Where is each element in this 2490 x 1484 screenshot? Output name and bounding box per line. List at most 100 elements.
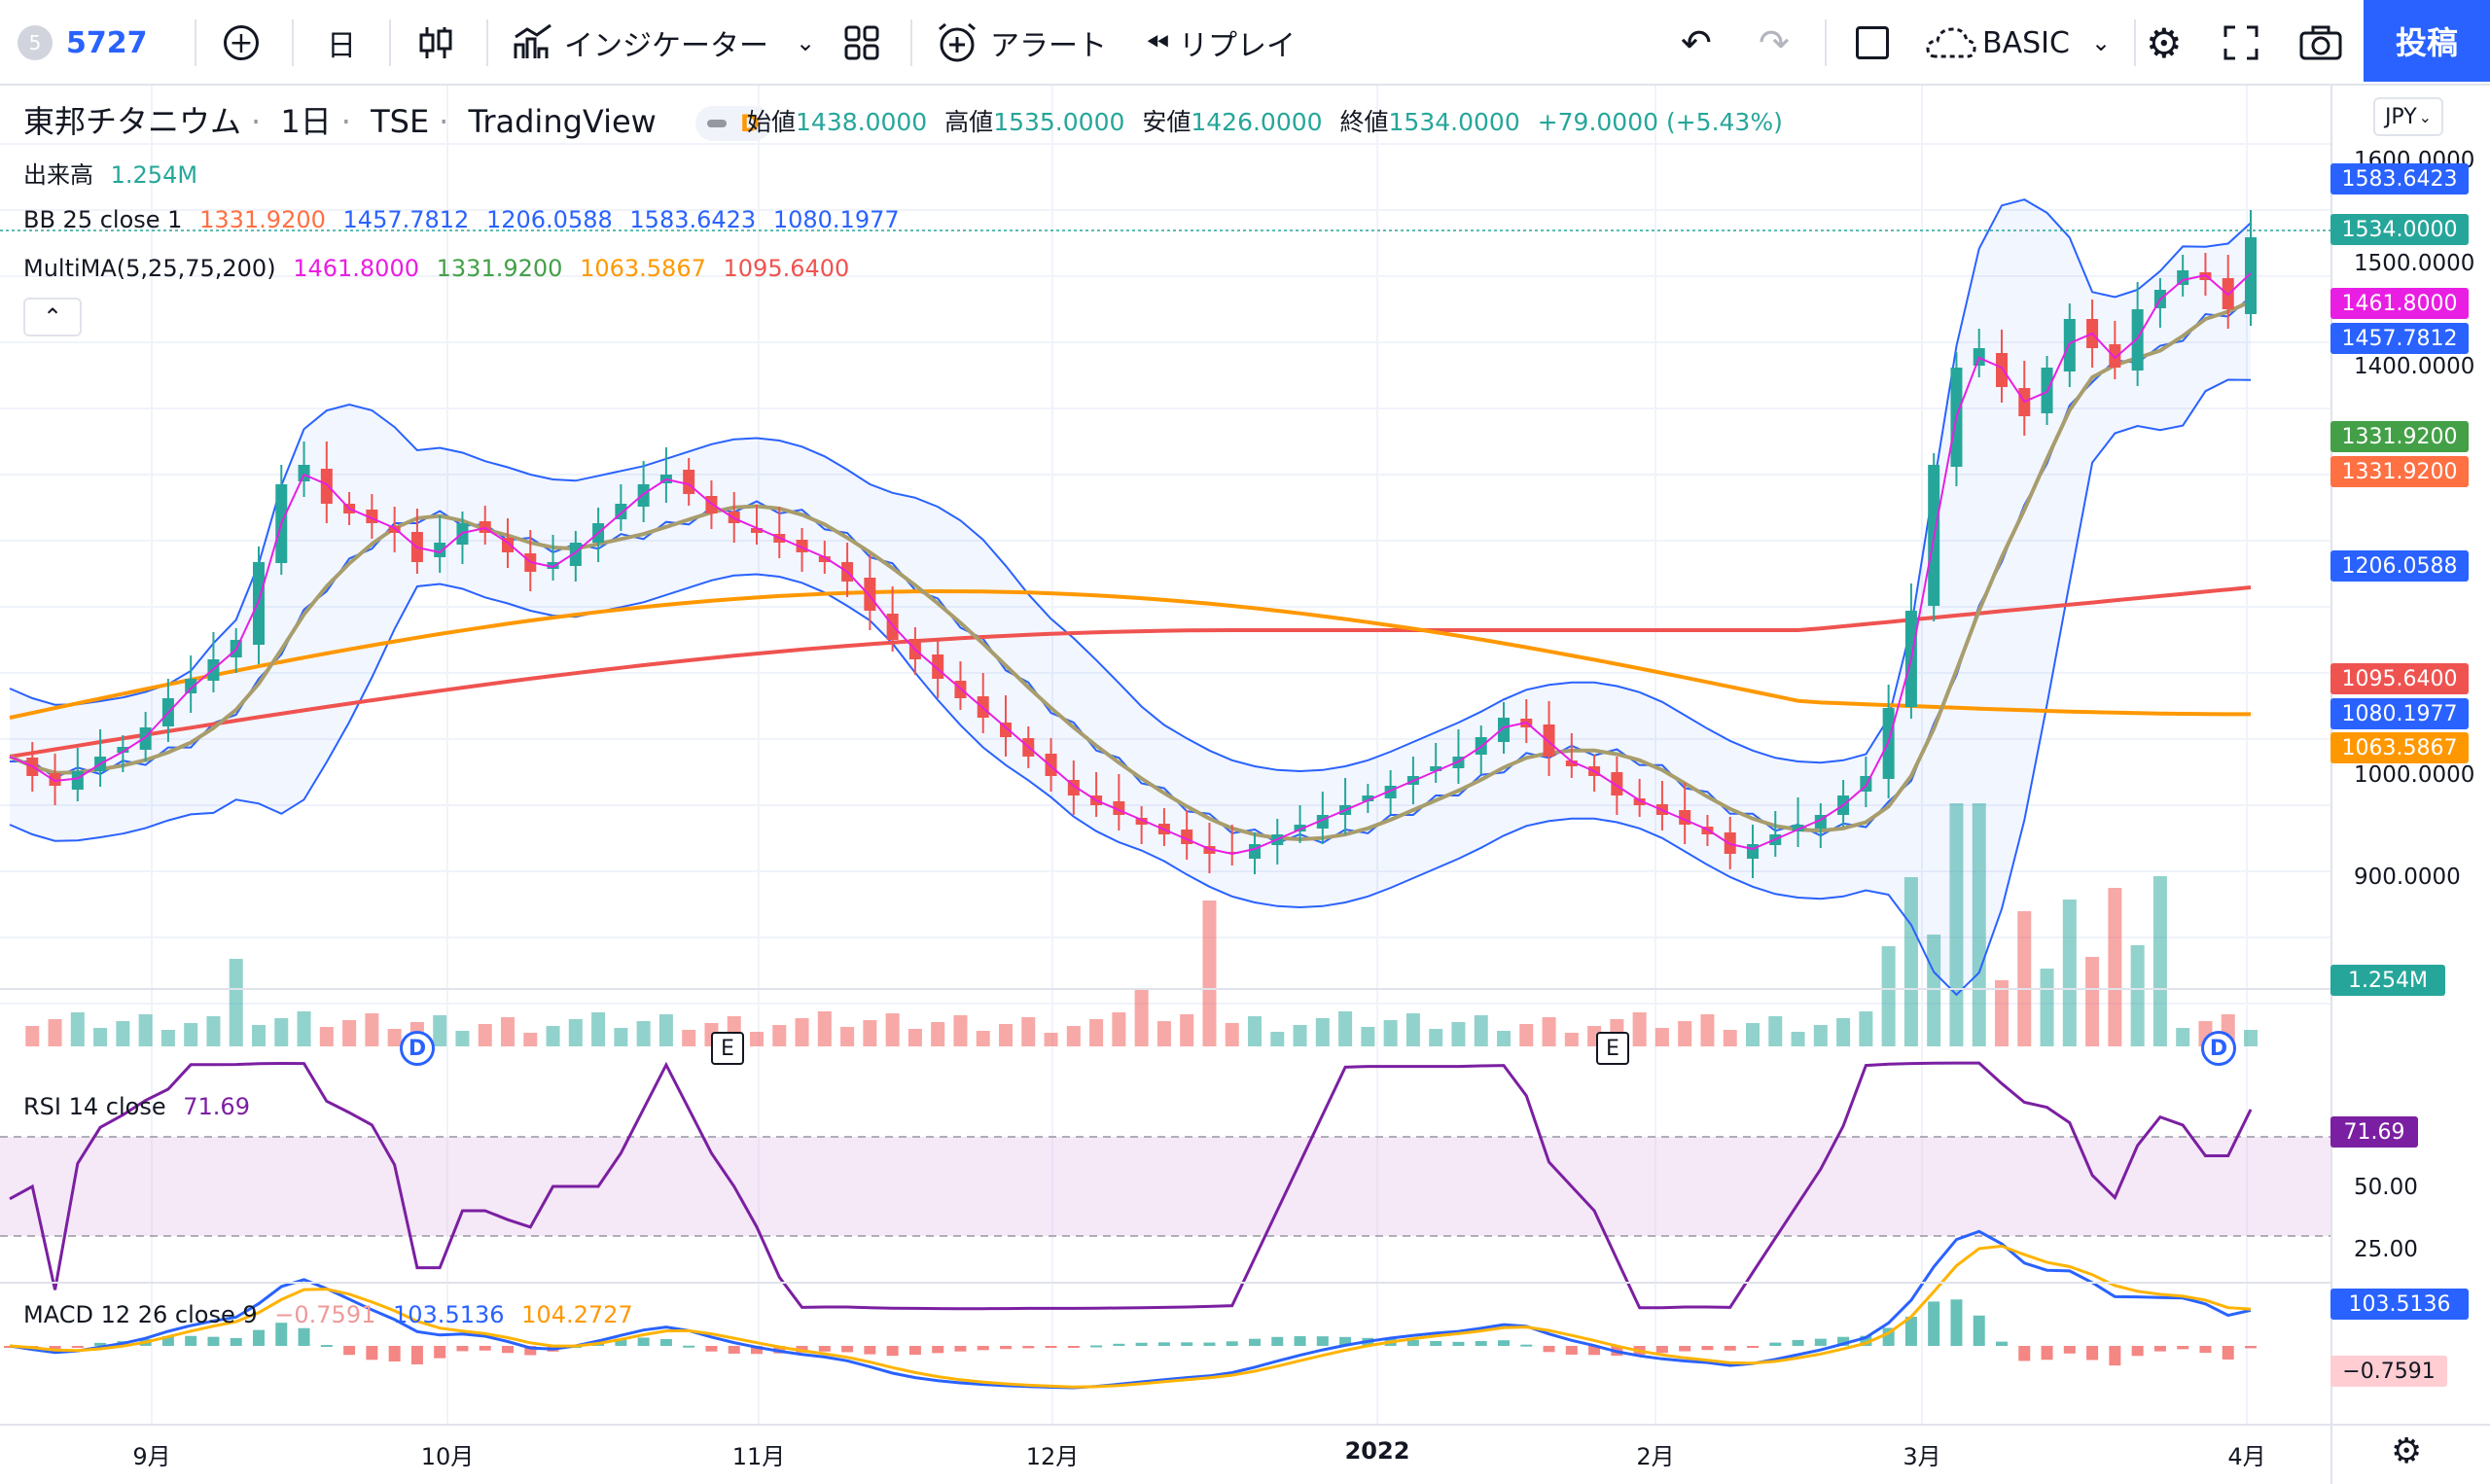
ma75-tag: 1063.5867: [2330, 732, 2469, 763]
volume-bar: [2152, 876, 2167, 1046]
volume-bar: [1836, 1018, 1851, 1046]
volume-bar: [116, 1021, 130, 1046]
macd-hist-bar: [751, 1346, 763, 1355]
macd-hist-bar: [1452, 1341, 1465, 1346]
volume-bar: [1451, 1022, 1466, 1046]
pane-divider[interactable]: [0, 1282, 2330, 1284]
market-status-badge[interactable]: D: [695, 106, 771, 141]
settings-button[interactable]: ⚙: [2391, 1431, 2422, 1471]
bb-upper-line: [9, 198, 2252, 773]
alert-button[interactable]: アラート: [936, 0, 1107, 86]
low-label: 安値: [1142, 108, 1192, 136]
replay-button[interactable]: ⏪︎ リプレイ: [1146, 0, 1296, 86]
post-button[interactable]: 投稿: [2364, 0, 2490, 82]
volume-bar: [1564, 1033, 1579, 1046]
candle-body: [1565, 760, 1578, 766]
divider: [195, 19, 196, 66]
snapshot-button[interactable]: [2299, 0, 2342, 86]
dividend-marker[interactable]: D: [2201, 1031, 2236, 1066]
plus-circle-icon: +: [224, 25, 259, 60]
candle-body: [1543, 724, 1555, 757]
volume-bar: [1383, 1020, 1398, 1046]
macd-hist-bar: [1769, 1342, 1782, 1346]
macd-hist-bar: [1498, 1340, 1510, 1346]
layout-grid-button[interactable]: [844, 0, 879, 86]
macd-hist-bar: [1339, 1336, 1352, 1346]
macd-hist-value: −0.7591: [274, 1301, 376, 1328]
pane-divider[interactable]: [0, 988, 2330, 990]
macd-hist-bar: [1203, 1342, 1216, 1346]
candle-body: [569, 543, 582, 566]
macd-hist-bar: [185, 1335, 197, 1346]
volume-bar: [206, 1016, 221, 1046]
open-value: 1438.0000: [796, 108, 928, 136]
rsi-legend: RSI 14 close 71.69: [23, 1093, 260, 1120]
volume-bar: [999, 1024, 1013, 1046]
indicators-button[interactable]: インジケーター ⌄: [514, 0, 815, 86]
candle-body: [864, 578, 876, 611]
ma-legend: MultiMA(5,25,75,200) 1461.8000 1331.9200…: [23, 255, 859, 282]
volume-bar: [953, 1015, 968, 1046]
candle-body: [320, 469, 333, 504]
fullscreen-button[interactable]: [2223, 0, 2259, 86]
undo-button[interactable]: ↶: [1681, 0, 1712, 86]
earnings-marker[interactable]: E: [711, 1032, 744, 1065]
volume-bar: [1021, 1017, 1036, 1046]
time-axis-border: [0, 1424, 2490, 1426]
volume-bar: [93, 1028, 108, 1046]
volume-bar: [1903, 877, 1918, 1046]
candle-body: [1430, 766, 1442, 771]
macd-hist-bar: [1022, 1346, 1035, 1349]
currency-button[interactable]: JPY ⌄: [2373, 97, 2443, 136]
macd-signal-line: [9, 1244, 2252, 1389]
camera-icon: [2299, 25, 2342, 60]
symbol-search[interactable]: 5 5727: [18, 0, 148, 86]
volume-bar: [614, 1028, 628, 1046]
ma75-line: [9, 588, 2251, 720]
volume-bar: [1248, 1016, 1262, 1046]
price-chart[interactable]: [0, 86, 2490, 1482]
macd-hist-bar: [1837, 1336, 1850, 1346]
fullscreen-layout-button[interactable]: [1856, 0, 1889, 86]
divider: [910, 19, 912, 66]
macd-hist-bar: [388, 1346, 401, 1362]
volume-bar: [682, 1030, 696, 1046]
bb-value: 1080.1977: [772, 206, 900, 233]
volume-bar: [1338, 1011, 1353, 1046]
volume-bar: [636, 1021, 651, 1046]
macd-hist-bar: [1588, 1346, 1601, 1356]
rsi-axis-label: 50.00: [2354, 1175, 2418, 1200]
volume-bar: [297, 1011, 311, 1046]
macd-hist-bar: [1520, 1344, 1533, 1347]
chevron-down-icon: ⌄: [2418, 107, 2433, 126]
volume-bar: [252, 1025, 266, 1046]
volume-bar: [433, 1015, 447, 1046]
dividend-marker[interactable]: D: [400, 1031, 435, 1066]
layout-save-button[interactable]: BASIC ⌄: [1926, 0, 2111, 86]
candle-body: [683, 470, 695, 494]
symbol-name: 5727: [66, 25, 148, 60]
macd-hist-bar: [207, 1336, 220, 1346]
settings-button[interactable]: ⚙: [2146, 0, 2183, 86]
macd-hist-bar: [1090, 1345, 1103, 1348]
macd-hist-bar: [841, 1346, 854, 1353]
interval-button[interactable]: 日: [327, 0, 356, 86]
macd-hist-bar: [94, 1342, 107, 1346]
time-axis-label: 4月: [2227, 1443, 2266, 1470]
macd-hist-bar: [1747, 1346, 1759, 1348]
volume-bar: [1881, 946, 1896, 1046]
volume-tag: 1.254M: [2330, 965, 2445, 996]
macd-hist-bar: [161, 1335, 174, 1346]
candle-body: [117, 747, 129, 753]
earnings-marker[interactable]: E: [1596, 1032, 1629, 1065]
chart-type-button[interactable]: [418, 0, 453, 86]
volume-bar: [1542, 1017, 1556, 1046]
redo-button[interactable]: ↷: [1759, 0, 1790, 86]
volume-bar: [2244, 1030, 2258, 1046]
dash-icon: [707, 120, 728, 127]
volume-bar: [2130, 945, 2145, 1046]
macd-hist-bar: [954, 1346, 967, 1352]
collapse-legend-button[interactable]: ⌃: [23, 298, 82, 336]
add-symbol-button[interactable]: +: [224, 0, 259, 86]
macd-hist-bar: [659, 1338, 672, 1346]
